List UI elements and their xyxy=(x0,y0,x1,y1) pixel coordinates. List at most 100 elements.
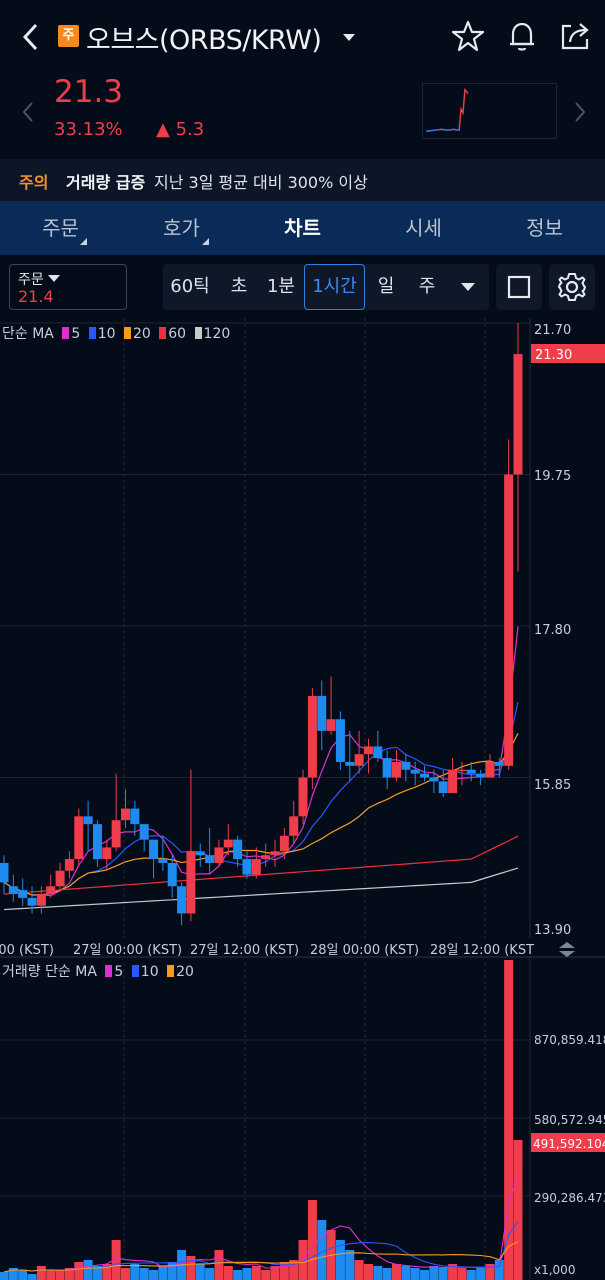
warning-title: 거래량 급증 xyxy=(66,173,146,192)
volume-axis-label: 870,859.418 xyxy=(534,1033,605,1047)
candle-body xyxy=(205,855,215,863)
candlestick-chart[interactable]: 21.70 19.75 17.80 15.85 13.90 21.30:00 (KST) 2… xyxy=(0,318,605,1280)
ma5-label: 5 xyxy=(71,326,81,342)
share-icon[interactable] xyxy=(557,18,593,54)
volume-bar xyxy=(8,1268,18,1280)
volume-bar xyxy=(102,1264,112,1280)
volume-bar xyxy=(46,1271,56,1280)
candle-body xyxy=(27,897,37,906)
change-amount: ▲ 5.3 xyxy=(156,119,205,140)
ma60-line xyxy=(3,835,519,895)
volume-bar xyxy=(466,1270,476,1280)
ma20-line xyxy=(3,733,519,896)
candle-body xyxy=(354,754,364,766)
candle-body xyxy=(251,859,261,875)
vol-ma10-label: 10 xyxy=(140,964,159,980)
tab-market-price[interactable]: 시세 xyxy=(405,216,442,240)
ma120-swatch xyxy=(194,327,202,339)
candle-body xyxy=(382,758,392,778)
candle-body xyxy=(513,354,523,475)
candle-body xyxy=(139,824,149,840)
order-price-button[interactable]: 주문 21.4 xyxy=(9,264,127,310)
time-axis-label: 27일 00:00 (KST) xyxy=(73,943,182,958)
volume-bar xyxy=(111,1240,121,1280)
star-icon[interactable] xyxy=(450,18,486,54)
candle-body xyxy=(317,695,327,731)
volume-bar xyxy=(27,1274,37,1280)
dropdown-triangle-icon xyxy=(80,238,87,245)
candle-body xyxy=(186,851,196,914)
candle-body xyxy=(420,773,430,778)
volume-bar xyxy=(242,1268,252,1280)
interval-1hour[interactable]: 1시간 xyxy=(304,264,365,310)
chevron-down-icon xyxy=(48,275,60,282)
interval-second[interactable]: 초 xyxy=(230,276,248,297)
volume-bar xyxy=(92,1266,102,1280)
chevron-down-icon[interactable] xyxy=(342,33,356,42)
back-icon[interactable] xyxy=(18,20,44,54)
volume-bar xyxy=(167,1262,177,1280)
current-volume-tag-bg xyxy=(531,1133,605,1152)
ma60-label: 60 xyxy=(168,326,187,342)
candle-body xyxy=(55,870,65,887)
candle-body xyxy=(448,769,458,794)
time-axis-label: 28일 00:00 (KST) xyxy=(310,943,419,958)
next-coin-icon[interactable] xyxy=(572,100,588,124)
vol-ma5-label: 5 xyxy=(114,964,124,980)
interval-week[interactable]: 주 xyxy=(418,276,436,297)
candle-body xyxy=(335,719,345,762)
volume-bar xyxy=(158,1266,168,1280)
volume-bar xyxy=(504,960,514,1280)
tab-order[interactable]: 주문 xyxy=(42,216,79,240)
interval-1min[interactable]: 1분 xyxy=(266,276,295,297)
volume-bar xyxy=(279,1262,289,1280)
candle-body xyxy=(74,816,84,860)
volume-ma20-line xyxy=(3,1241,519,1273)
x-axis-band xyxy=(0,938,605,957)
price-axis-label: 13.90 xyxy=(534,923,571,938)
change-percent: 33.13% xyxy=(54,119,123,140)
chart-settings-button[interactable] xyxy=(549,264,595,310)
bell-icon[interactable] xyxy=(504,18,540,54)
chevron-down-icon[interactable] xyxy=(461,283,475,292)
volume-bar xyxy=(289,1260,299,1280)
interval-day[interactable]: 일 xyxy=(377,276,395,297)
candle-body xyxy=(167,862,177,887)
volume-bar xyxy=(120,1268,130,1280)
volume-bar xyxy=(373,1266,383,1280)
volume-bar xyxy=(410,1268,420,1280)
interval-60tick[interactable]: 60틱 xyxy=(170,276,210,297)
chart-type-button[interactable] xyxy=(496,264,542,310)
chart-area[interactable]: 21.70 19.75 17.80 15.85 13.90 21.30:00 (KST) 2… xyxy=(0,318,605,1280)
candle-body xyxy=(8,886,18,895)
volume-bar xyxy=(494,1260,504,1280)
candle-body xyxy=(83,816,93,825)
tab-info[interactable]: 정보 xyxy=(526,216,563,240)
ma10-swatch xyxy=(88,327,96,339)
volume-bar xyxy=(74,1262,84,1280)
price-axis-label: 19.75 xyxy=(534,469,571,484)
time-axis-label: :00 (KST) xyxy=(0,943,54,958)
ma60-swatch xyxy=(159,327,167,339)
caution-badge: 주 xyxy=(58,25,79,47)
volume-bar xyxy=(64,1268,74,1280)
ma-legend-title: 단순 MA xyxy=(2,326,54,342)
candle-body xyxy=(18,890,28,898)
volume-bar xyxy=(401,1266,411,1280)
ma10-line xyxy=(3,702,519,896)
volume-bar xyxy=(420,1270,430,1280)
candle-body xyxy=(46,886,56,895)
coin-title[interactable]: 오브스(ORBS/KRW) xyxy=(86,25,322,56)
candle-body xyxy=(392,761,402,778)
vol-ma5-swatch xyxy=(105,965,113,977)
volume-bar xyxy=(261,1270,271,1280)
candle-body xyxy=(130,808,140,825)
prev-coin-icon[interactable] xyxy=(20,100,36,124)
volume-bar xyxy=(429,1266,439,1280)
candle-body xyxy=(289,816,299,836)
volume-bar xyxy=(130,1264,140,1280)
tab-chart[interactable]: 차트 xyxy=(284,216,321,240)
volume-bar xyxy=(0,1272,9,1280)
candle-body xyxy=(223,839,233,848)
tab-orderbook[interactable]: 호가 xyxy=(163,216,200,240)
